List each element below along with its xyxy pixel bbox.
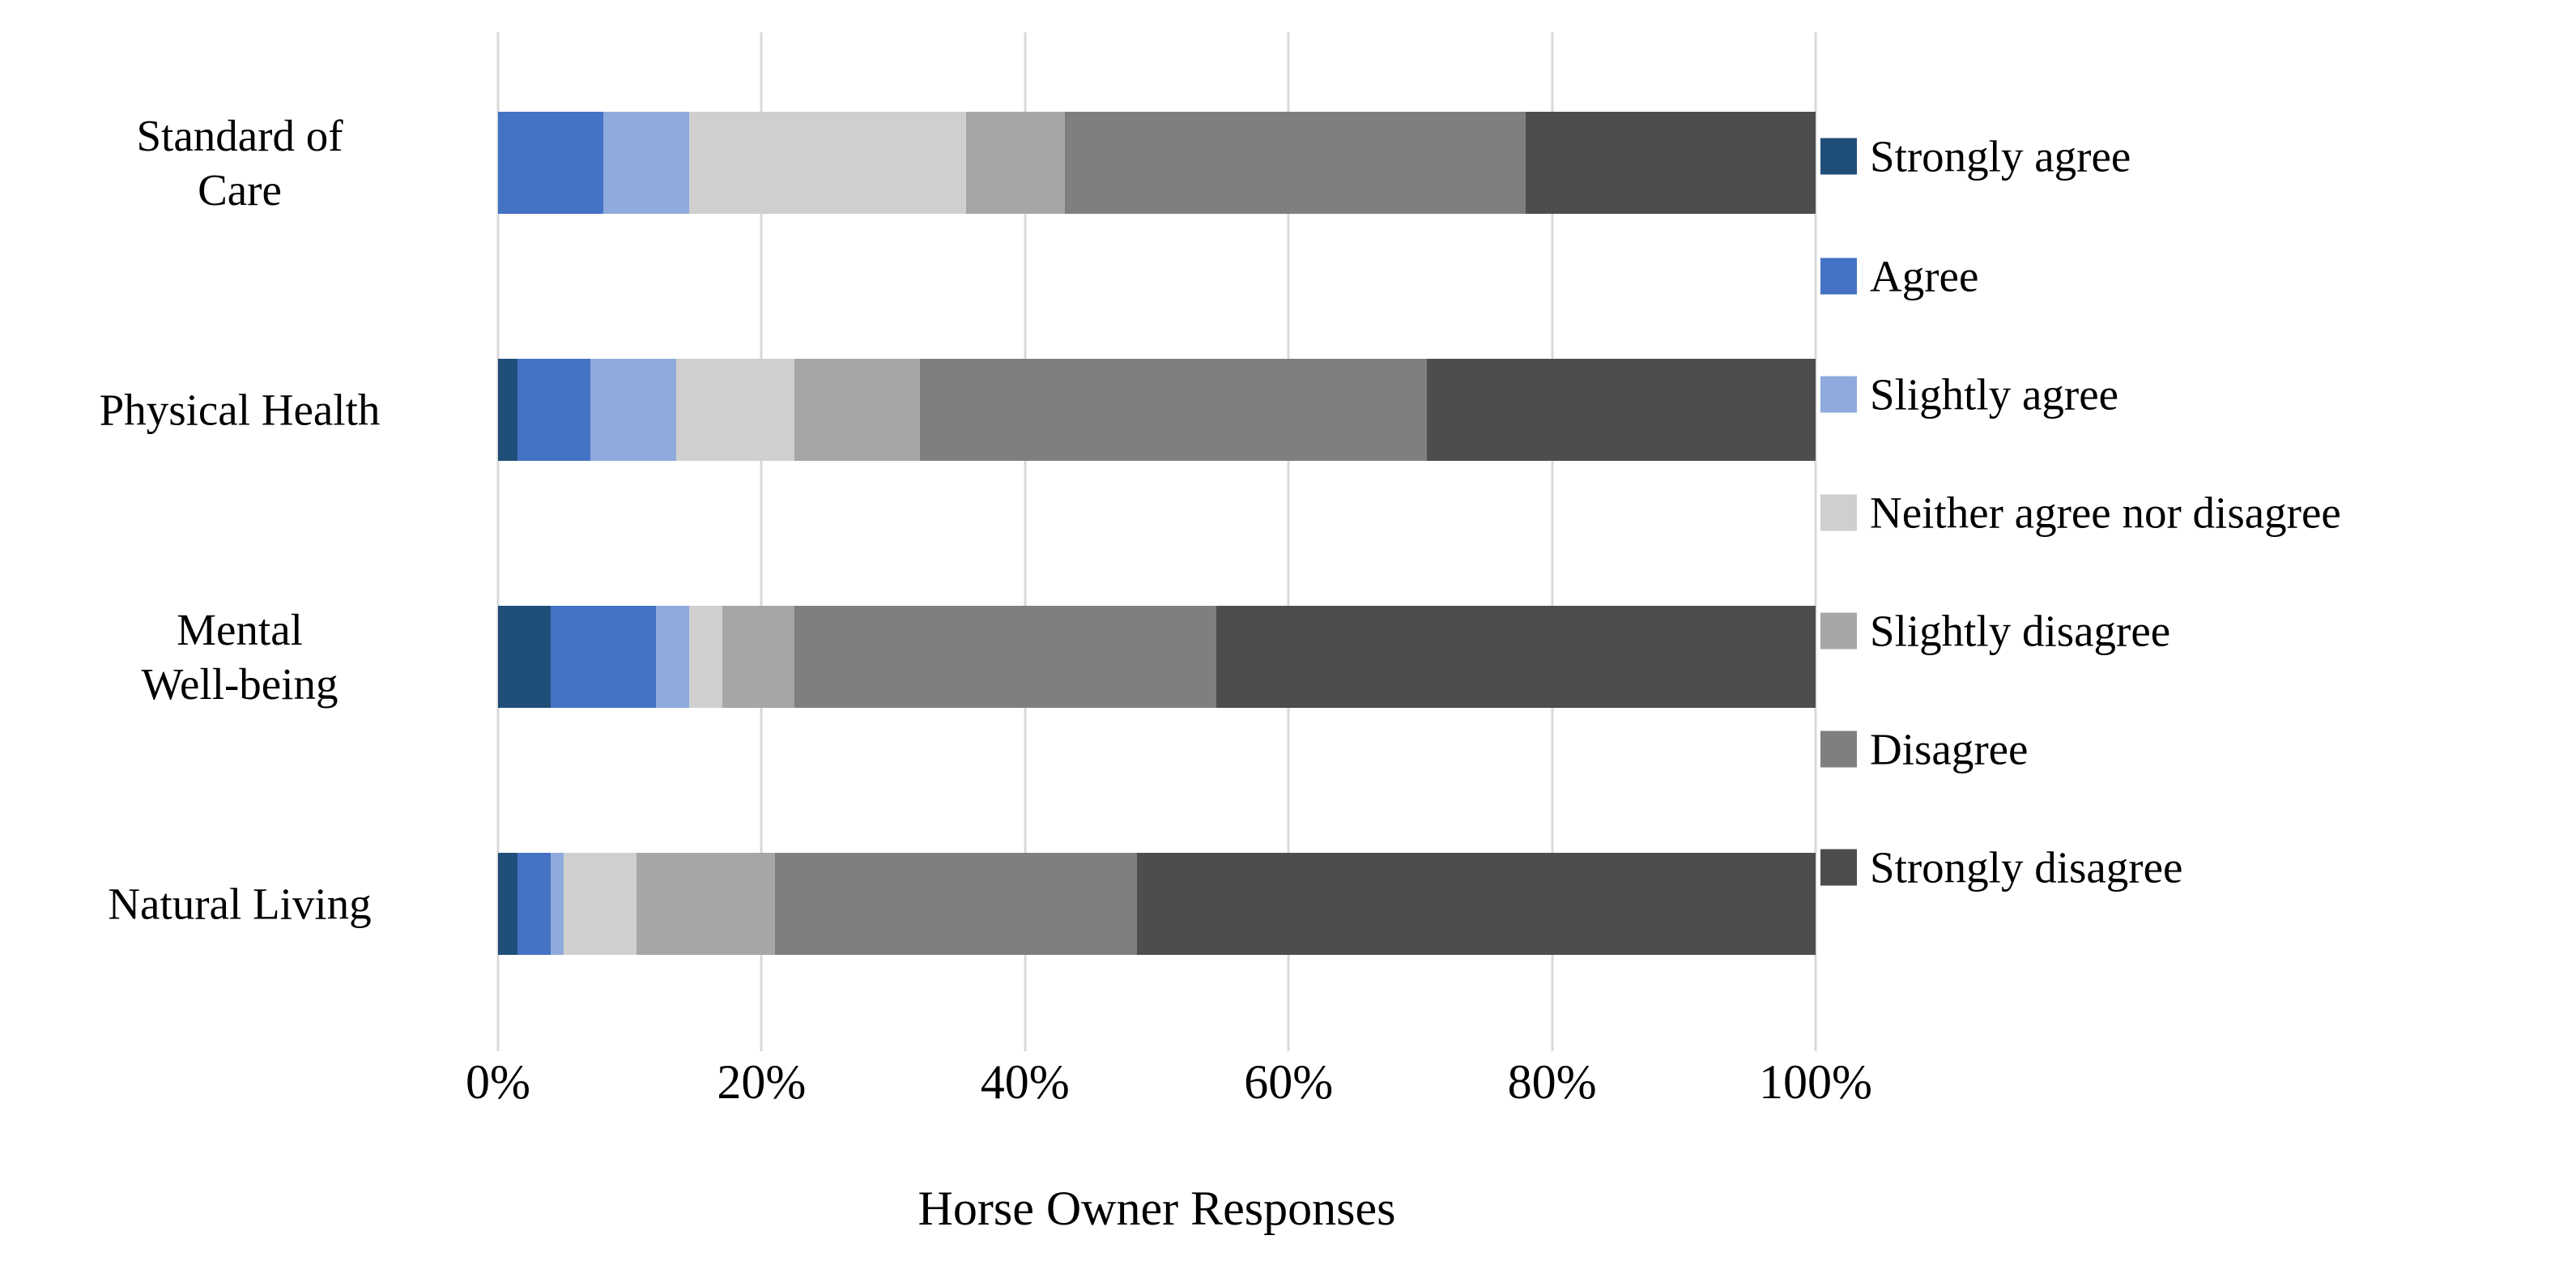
category-label: Standard of Care (136, 110, 343, 215)
legend-swatch-icon (1820, 731, 1857, 768)
x-tick-label: 60% (1244, 1055, 1334, 1109)
bar-segment-disagree (794, 606, 1216, 708)
legend-item: Strongly disagree (1820, 846, 2182, 890)
bar-segment-neither-agree-nor-disagree (564, 853, 637, 955)
legend-label: Strongly disagree (1870, 842, 2183, 892)
x-tick-label: 20% (717, 1055, 807, 1109)
bar-segment-strongly-disagree (1427, 359, 1816, 461)
x-axis-title: Horse Owner Responses (918, 1182, 1396, 1235)
bar-segment-disagree (1064, 112, 1526, 214)
bar-row (498, 853, 1816, 955)
legend-item: Slightly disagree (1820, 609, 2170, 654)
legend-label: Strongly agree (1870, 131, 2131, 181)
bar-row (498, 606, 1816, 708)
bar-segment-strongly-disagree (1526, 112, 1816, 214)
bar-segment-strongly-agree (498, 606, 551, 708)
bar-segment-slightly-disagree (965, 112, 1065, 214)
legend-item: Neither agree nor disagree (1820, 491, 2341, 535)
legend-item: Agree (1820, 254, 1978, 299)
legend-label: Slightly agree (1870, 369, 2119, 420)
bar-segment-slightly-disagree (794, 359, 920, 461)
legend-label: Neither agree nor disagree (1870, 488, 2341, 538)
x-tick-label: 0% (466, 1055, 530, 1109)
bar-row (498, 359, 1816, 461)
bar-segment-strongly-disagree (1216, 606, 1816, 708)
legend-item: Strongly agree (1820, 134, 2131, 179)
legend-label: Slightly disagree (1870, 606, 2171, 656)
bar-segment-neither-agree-nor-disagree (675, 359, 795, 461)
bar-segment-neither-agree-nor-disagree (688, 606, 722, 708)
bar-segment-slightly-agree (590, 359, 676, 461)
bar-segment-agree (551, 606, 657, 708)
bar-segment-agree (498, 112, 604, 214)
bar-segment-agree (517, 359, 590, 461)
bar-segment-slightly-agree (551, 853, 564, 955)
legend-swatch-icon (1820, 138, 1857, 175)
legend-label: Disagree (1870, 724, 2029, 774)
legend-item: Slightly agree (1820, 373, 2118, 417)
bar-segment-agree (517, 853, 551, 955)
x-tick-label: 40% (980, 1055, 1070, 1109)
legend-swatch-icon (1820, 494, 1857, 531)
category-label: Natural Living (108, 879, 372, 929)
bar-segment-disagree (919, 359, 1427, 461)
bar-segment-disagree (774, 853, 1138, 955)
x-axis-ticks: 0% 20% 40% 60% 80% 100% (466, 1054, 1872, 1144)
x-tick-label: 100% (1759, 1055, 1872, 1109)
category-label: Mental Well-being (141, 604, 338, 709)
bar-segment-strongly-disagree (1137, 853, 1816, 955)
x-tick-label: 80% (1507, 1055, 1597, 1109)
bar-row (498, 112, 1816, 214)
bar-segment-strongly-agree (498, 359, 518, 461)
bar-segment-neither-agree-nor-disagree (688, 112, 966, 214)
bar-segment-slightly-agree (656, 606, 689, 708)
legend-item: Disagree (1820, 727, 2028, 772)
legend-swatch-icon (1820, 258, 1857, 295)
legend-label: Agree (1870, 251, 1979, 301)
legend-swatch-icon (1820, 612, 1857, 650)
legend: Strongly agree Agree Slightly agree Neither… (1820, 0, 2576, 1278)
bar-segment-slightly-disagree (636, 853, 775, 955)
bar-segment-slightly-disagree (722, 606, 795, 708)
category-axis: Standard of Care Physical Health Mental Well… (0, 32, 479, 1004)
legend-swatch-icon (1820, 376, 1857, 413)
bar-segment-slightly-agree (603, 112, 689, 214)
legend-swatch-icon (1820, 849, 1857, 886)
category-label: Physical Health (99, 385, 381, 435)
bar-segment-strongly-agree (498, 853, 518, 955)
plot-area (498, 32, 1816, 1004)
